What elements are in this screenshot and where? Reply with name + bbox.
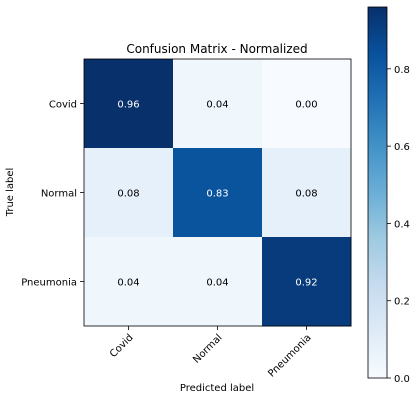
- y-axis-ticks: Covid Normal Pneumonia: [21, 100, 84, 289]
- heatmap-cell: [84, 148, 174, 238]
- cell-value-label: 0.04: [206, 100, 228, 111]
- heatmap-cells: [84, 59, 352, 327]
- x-tick-label: Covid: [108, 332, 136, 360]
- colorbar-tick-label: 0.0: [394, 374, 410, 385]
- x-axis-label: Predicted label: [180, 383, 254, 394]
- heatmap-cell: [173, 237, 263, 327]
- cell-value-label: 0.08: [117, 189, 139, 200]
- cell-value-label: 0.96: [117, 100, 139, 111]
- heatmap-cell: [262, 237, 352, 327]
- x-tick-label: Pneumonia: [266, 332, 313, 379]
- colorbar-tick-label: 0.2: [394, 297, 410, 308]
- heatmap-cell: [262, 148, 352, 238]
- cell-value-label: 0.83: [206, 189, 228, 200]
- cell-value-label: 0.92: [295, 278, 317, 289]
- x-tick-label: Normal: [191, 332, 224, 365]
- cell-value-label: 0.08: [295, 189, 317, 200]
- colorbar: [367, 6, 388, 379]
- cell-value-label: 0.04: [117, 278, 139, 289]
- heatmap-cell: [173, 148, 263, 238]
- chart-title: Confusion Matrix - Normalized: [126, 42, 307, 56]
- colorbar-tick-label: 0.8: [394, 65, 410, 76]
- cell-value-label: 0.00: [295, 100, 317, 111]
- y-tick-label: Normal: [41, 189, 77, 200]
- heatmap-cell: [173, 59, 263, 149]
- heatmap-cell: [262, 59, 352, 149]
- colorbar-tick-label: 0.4: [394, 219, 410, 230]
- cell-value-labels: 0.96 0.04 0.00 0.08 0.83 0.08 0.04 0.04 0.92: [117, 100, 317, 289]
- heatmap-cell: [84, 59, 174, 149]
- y-tick-label: Covid: [49, 100, 77, 111]
- y-tick-label: Pneumonia: [21, 278, 77, 289]
- y-axis-label: True label: [5, 168, 16, 218]
- heatmap-cell: [84, 237, 174, 327]
- colorbar-ticks: 0.0 0.2 0.4 0.6 0.8: [387, 65, 410, 385]
- x-axis-ticks: Covid Normal Pneumonia: [108, 326, 314, 380]
- cell-value-label: 0.04: [206, 278, 228, 289]
- colorbar-tick-label: 0.6: [394, 142, 410, 153]
